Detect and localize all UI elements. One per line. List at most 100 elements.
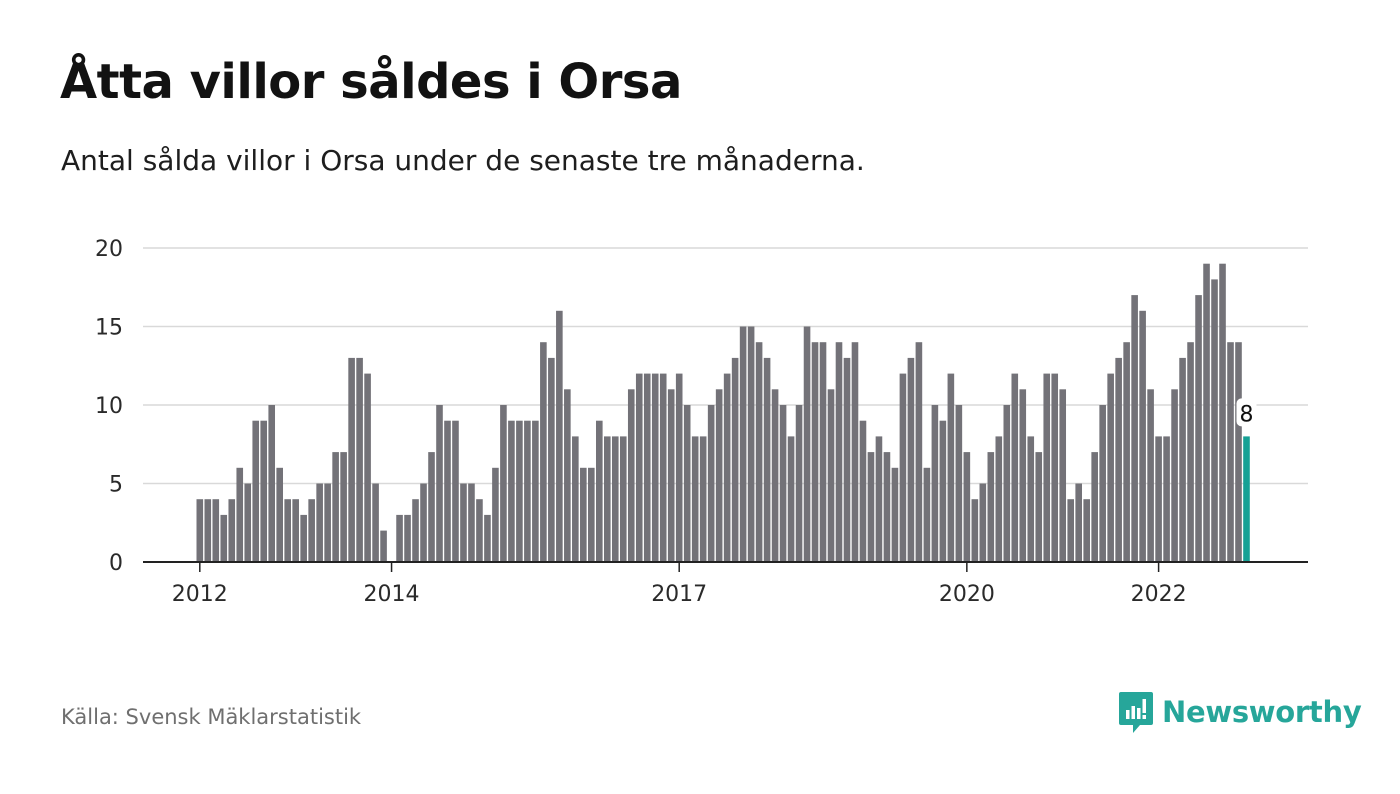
x-tick-label: 2014 bbox=[364, 582, 420, 607]
data-label-background bbox=[1236, 398, 1257, 427]
x-tick-label: 2022 bbox=[1131, 582, 1187, 607]
chart-title: Åtta villor såldes i Orsa bbox=[60, 54, 682, 110]
bar bbox=[340, 452, 347, 562]
chart-subtitle: Antal sålda villor i Orsa under de senas… bbox=[61, 144, 865, 177]
y-tick-label: 15 bbox=[95, 316, 123, 341]
bar bbox=[803, 326, 811, 562]
bar bbox=[228, 499, 236, 562]
bar bbox=[500, 405, 507, 562]
bar bbox=[667, 389, 675, 562]
bar bbox=[907, 357, 915, 562]
bar bbox=[300, 514, 307, 562]
bar bbox=[627, 389, 635, 562]
bar bbox=[899, 373, 907, 562]
bar bbox=[835, 342, 843, 562]
bar bbox=[747, 326, 755, 562]
bar bbox=[971, 499, 979, 562]
bar bbox=[1179, 357, 1186, 562]
bar bbox=[324, 483, 331, 562]
bar bbox=[699, 436, 707, 562]
bar bbox=[420, 483, 427, 562]
bar bbox=[931, 405, 939, 562]
y-tick-label: 5 bbox=[109, 473, 123, 498]
bar bbox=[572, 436, 579, 562]
bar bbox=[220, 514, 228, 562]
bar bbox=[1091, 452, 1098, 562]
bar bbox=[891, 467, 899, 562]
bar bbox=[731, 357, 739, 562]
bar bbox=[611, 436, 619, 562]
bar bbox=[580, 467, 587, 562]
bar bbox=[1003, 405, 1011, 562]
bar bbox=[596, 420, 603, 562]
bar bbox=[276, 467, 283, 562]
bar bbox=[1043, 373, 1051, 562]
bar bbox=[1035, 452, 1043, 562]
bar bbox=[444, 420, 451, 562]
bar bbox=[1075, 483, 1082, 562]
bar bbox=[715, 389, 723, 562]
bar bbox=[1027, 436, 1035, 562]
bar bbox=[739, 326, 747, 562]
bar bbox=[659, 373, 667, 562]
bar bbox=[460, 483, 467, 562]
bar bbox=[524, 420, 531, 562]
bar bbox=[1219, 263, 1226, 562]
bar bbox=[556, 310, 563, 562]
bar bbox=[603, 436, 611, 562]
bar bbox=[508, 420, 515, 562]
bar bbox=[1011, 373, 1019, 562]
newsworthy-logo: Newsworthy bbox=[1118, 690, 1362, 734]
bar bbox=[516, 420, 523, 562]
bar bbox=[955, 405, 963, 562]
bar bbox=[476, 499, 483, 562]
bar bbox=[843, 357, 851, 562]
bar bbox=[412, 499, 419, 562]
bar bbox=[763, 357, 771, 562]
bar bbox=[404, 514, 411, 562]
bar bbox=[915, 342, 923, 562]
bar bbox=[436, 405, 443, 562]
bar bbox=[532, 420, 539, 562]
bar bbox=[1211, 279, 1218, 562]
x-tick-label: 2012 bbox=[172, 582, 228, 607]
bar bbox=[236, 467, 244, 562]
y-tick-label: 0 bbox=[109, 551, 123, 576]
bar bbox=[723, 373, 731, 562]
bar bbox=[452, 420, 459, 562]
source-note: Källa: Svensk Mäklarstatistik bbox=[61, 705, 362, 729]
bar bbox=[795, 405, 803, 562]
y-tick-label: 20 bbox=[95, 237, 123, 262]
bar bbox=[1155, 436, 1162, 562]
bar bbox=[1067, 499, 1075, 562]
highlight-bar bbox=[1243, 436, 1250, 562]
bar bbox=[819, 342, 827, 562]
bar bbox=[1123, 342, 1130, 562]
bar bbox=[851, 342, 859, 562]
bar bbox=[1147, 389, 1154, 562]
bar bbox=[332, 452, 339, 562]
bar bbox=[1115, 357, 1122, 562]
bar bbox=[779, 405, 787, 562]
bar bbox=[308, 499, 315, 562]
bar bbox=[484, 514, 491, 562]
bar bbox=[380, 530, 387, 562]
bar bbox=[268, 405, 276, 562]
bar bbox=[252, 420, 260, 562]
bar bbox=[372, 483, 379, 562]
bar bbox=[564, 389, 571, 562]
bar bbox=[683, 405, 691, 562]
bar bbox=[284, 499, 291, 562]
bar bbox=[651, 373, 659, 562]
bar bbox=[635, 373, 643, 562]
bar bbox=[643, 373, 651, 562]
bar bbox=[1059, 389, 1067, 562]
bar bbox=[691, 436, 699, 562]
bar bbox=[492, 467, 499, 562]
bar bbox=[548, 357, 555, 562]
bar bbox=[675, 373, 683, 562]
bar bbox=[979, 483, 987, 562]
bar bbox=[963, 452, 971, 562]
bar bbox=[947, 373, 955, 562]
bar bbox=[540, 342, 547, 562]
